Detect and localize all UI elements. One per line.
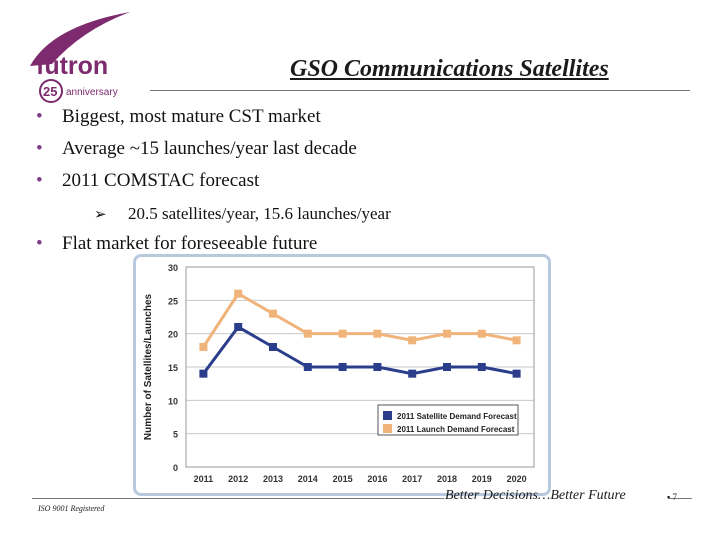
bullet-dot-icon: • — [36, 170, 43, 191]
legend-label: 2011 Satellite Demand Forecast — [397, 412, 517, 421]
data-point — [512, 369, 521, 378]
logo-badge-text: anniversary — [66, 87, 118, 98]
y-tick-label: 0 — [173, 463, 178, 473]
data-point — [443, 363, 451, 371]
bullet-dot-icon: • — [36, 106, 43, 127]
bullet-text: Biggest, most mature CST market — [62, 106, 321, 127]
chart-frame: 0 5 10 15 20 25 30 2011 2012 2013 2014 2015 2016 201… — [133, 254, 551, 496]
data-point — [234, 323, 243, 331]
line-chart: 0 5 10 15 20 25 30 2011 2012 2013 2014 2015 2016 201… — [143, 263, 535, 484]
iso-registration: ISO 9001 Registered — [38, 504, 105, 513]
legend-box — [377, 404, 519, 436]
data-point — [443, 329, 451, 338]
data-point — [512, 336, 521, 345]
plot-area — [185, 266, 535, 468]
series-line — [202, 325, 517, 376]
y-axis-label: Number of Satellites/Launches — [143, 293, 154, 440]
footer-divider-right — [668, 498, 692, 499]
x-tick-label: 2015 — [333, 474, 353, 484]
page-number: ▪ 7 — [667, 492, 677, 502]
data-point — [338, 329, 347, 338]
data-point — [269, 343, 277, 351]
logo-badge-ring — [39, 79, 63, 103]
data-point — [408, 336, 417, 345]
data-point — [477, 363, 486, 371]
futron-logo: futron 25 anniversary — [22, 8, 172, 108]
x-tick-label: 2011 — [194, 474, 214, 484]
data-point — [199, 343, 208, 351]
y-tick-label: 5 — [173, 430, 178, 440]
x-tick-label: 2017 — [402, 474, 422, 484]
data-point — [234, 289, 243, 298]
data-point — [303, 363, 312, 371]
bullet-item: • Biggest, most mature CST market — [36, 106, 321, 128]
legend-label: 2011 Launch Demand Forecast — [397, 425, 515, 434]
x-tick-label: 2020 — [507, 474, 527, 484]
y-tick-label: 25 — [168, 296, 178, 306]
x-tick-label: 2012 — [228, 474, 248, 484]
footer-divider-left — [32, 498, 444, 499]
y-tick-label: 10 — [168, 396, 178, 406]
data-point — [477, 329, 486, 338]
x-tick-label: 2013 — [263, 474, 283, 484]
legend-swatch — [383, 411, 392, 420]
chart-legend: 2011 Satellite Demand Forecast 2011 Launc… — [377, 404, 519, 436]
data-point — [373, 329, 382, 338]
logo-badge-number: 25 — [43, 84, 57, 99]
title-divider — [150, 90, 690, 91]
bullet-dot-icon: • — [36, 138, 43, 159]
logo-swoosh — [30, 12, 130, 66]
data-point — [269, 309, 277, 318]
data-point — [373, 363, 382, 371]
series-line — [202, 291, 517, 348]
bullet-item: • Average ~15 launches/year last decade — [36, 138, 357, 160]
page-title: GSO Communications Satellites — [290, 56, 609, 82]
data-point — [199, 369, 208, 378]
bullet-text: Average ~15 launches/year last decade — [62, 138, 357, 159]
sub-bullet-text: 20.5 satellites/year, 15.6 launches/year — [128, 204, 391, 223]
data-point — [303, 329, 312, 338]
arrowhead-icon: ➢ — [94, 207, 107, 223]
footer-tagline: Better Decisions…Better Future — [445, 488, 626, 503]
bullet-item: • 2011 COMSTAC forecast — [36, 170, 259, 192]
y-tick-label: 15 — [168, 363, 178, 373]
data-point — [338, 363, 347, 371]
bullet-dot-icon: • — [36, 233, 43, 254]
sub-bullet-item: ➢ 20.5 satellites/year, 15.6 launches/yea… — [94, 204, 391, 224]
x-tick-label: 2016 — [367, 474, 387, 484]
y-tick-label: 20 — [168, 330, 178, 340]
page-number-value: 7 — [672, 492, 677, 502]
y-tick-label: 30 — [168, 263, 178, 273]
logo-wordmark: futron — [36, 52, 108, 80]
x-tick-label: 2019 — [472, 474, 492, 484]
bullet-text: Flat market for foreseeable future — [62, 233, 318, 254]
bullet-item: • Flat market for foreseeable future — [36, 233, 317, 255]
x-tick-label: 2014 — [298, 474, 318, 484]
data-point — [408, 369, 417, 378]
legend-swatch — [383, 424, 392, 433]
bullet-text: 2011 COMSTAC forecast — [62, 170, 260, 191]
x-tick-label: 2018 — [437, 474, 457, 484]
